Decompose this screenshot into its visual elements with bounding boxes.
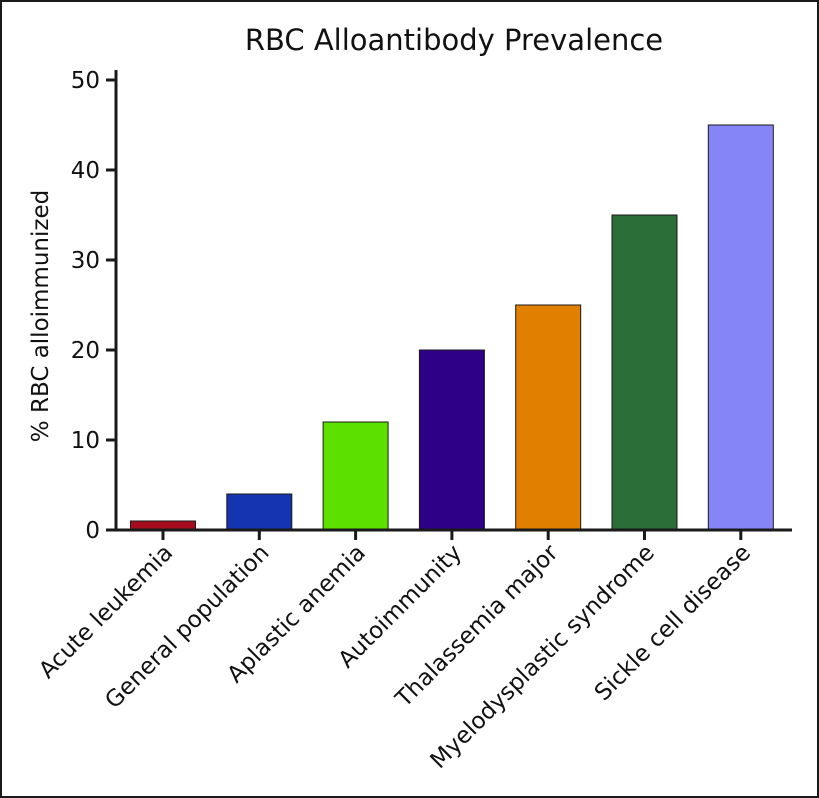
- x-tick-label-4: Thalassemia major: [390, 539, 564, 713]
- y-axis-title: % RBC alloimmunized: [28, 190, 54, 442]
- y-axis: 0 10 20 30 40 50: [71, 68, 118, 544]
- x-tick-label-1: General population: [100, 540, 274, 714]
- bar-6: [707, 124, 774, 531]
- bar-2: [322, 421, 389, 531]
- y-tick-label-5: 50: [71, 68, 100, 94]
- y-tick-label-0: 0: [85, 518, 100, 544]
- bars-group: [130, 124, 774, 531]
- x-tick-label-6: Sickle cell disease: [590, 540, 756, 706]
- chart-title: RBC Alloantibody Prevalence: [245, 23, 663, 57]
- bar-5: [611, 214, 678, 531]
- y-tick-label-1: 10: [71, 428, 100, 454]
- y-tick-label-3: 30: [71, 248, 100, 274]
- y-tick-label-4: 40: [71, 158, 100, 184]
- y-tick-label-2: 20: [71, 338, 100, 364]
- bar-4: [515, 304, 582, 531]
- bar-3: [418, 349, 485, 531]
- bar-1: [226, 493, 293, 531]
